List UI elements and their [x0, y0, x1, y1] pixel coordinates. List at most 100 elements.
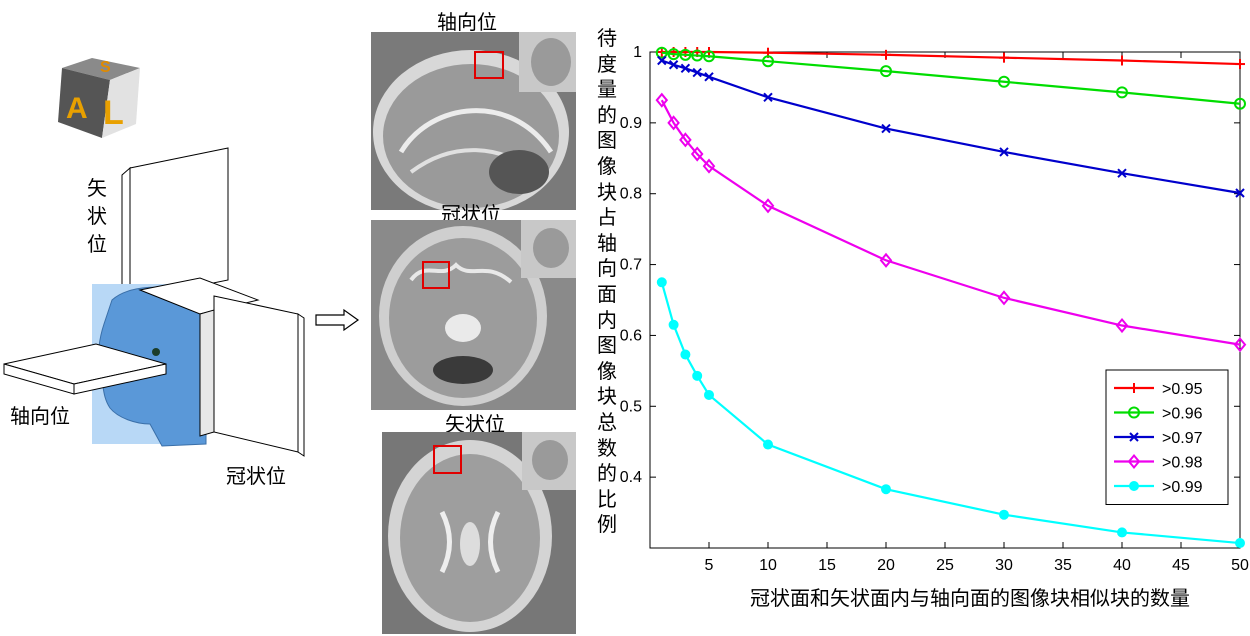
x-tick-label: 40: [1113, 557, 1131, 574]
data-point-s1-1: [667, 48, 680, 61]
sagittal-plane: [121, 147, 229, 307]
y-tick-label: 0.8: [620, 186, 642, 203]
data-point-s0-6: [881, 49, 891, 60]
coronal-plane-label: 冠状位: [226, 464, 286, 488]
legend-marker: [1129, 481, 1139, 491]
mri-sagittal-image: [382, 432, 576, 634]
data-point-s1-8: [1116, 86, 1128, 99]
data-point-s1-4: [703, 50, 715, 63]
data-point-s1-0: [655, 46, 668, 59]
data-point-s2-9: [1235, 188, 1245, 198]
cube-letter-s: S: [100, 59, 111, 76]
chart-legend: >0.95 >0.96 >0.97 >0.98 >0.99: [1105, 369, 1229, 505]
data-point-s3-4: [702, 158, 716, 174]
legend-label: >0.95: [1162, 381, 1203, 398]
data-point-s4-3: [692, 370, 703, 381]
data-point-s3-5: [761, 198, 775, 214]
sagittal-plane-label: 矢状位: [85, 174, 109, 258]
legend-label: >0.96: [1162, 406, 1203, 423]
data-point-s2-0: [657, 55, 667, 66]
data-point-s2-5: [763, 92, 773, 103]
data-point-s4-5: [763, 439, 773, 450]
data-point-s1-2: [679, 48, 692, 61]
data-point-s4-9: [1235, 538, 1245, 549]
axial-plane-label: 轴向位: [10, 404, 70, 428]
x-tick-label: 35: [1054, 557, 1072, 574]
data-point-s3-6: [879, 252, 893, 268]
data-point-s0-7: [999, 52, 1009, 63]
line-chart: 5 10 15 20 25 30 35 40 45 50 0.4 0.5 0.6 0.7 0.8 0.9 1 >…: [620, 44, 1249, 574]
data-point-s4-1: [668, 319, 679, 330]
y-axis-label: 待度量的图像块占轴向面内图像块总数的比例: [594, 26, 620, 538]
roi-box: [433, 445, 462, 474]
x-tick-label: 10: [759, 557, 777, 574]
data-point-s4-0: [656, 277, 667, 288]
cube-letter-l: L: [103, 94, 124, 132]
data-point-s4-6: [881, 484, 891, 495]
coronal-plane: [138, 277, 305, 457]
orientation-cube-icon: [58, 58, 140, 138]
legend-marker: [1129, 432, 1139, 442]
data-point-s4-4: [704, 389, 714, 400]
x-tick-label: 30: [995, 557, 1013, 574]
data-point-s4-8: [1117, 527, 1127, 538]
data-point-s2-1: [668, 60, 679, 70]
data-point-s2-4: [704, 72, 714, 82]
y-tick-label: 0.7: [620, 257, 642, 274]
x-axis-label: 冠状面和矢状面内与轴向面的图像块相似块的数量: [750, 586, 1190, 610]
roi-box: [422, 261, 450, 289]
legend-label: >0.98: [1162, 455, 1203, 472]
data-point-s2-7: [999, 147, 1009, 157]
x-tick-label: 50: [1231, 557, 1249, 574]
mri-axial-title: 轴向位: [437, 10, 497, 34]
sagittal-plane-label-text: 矢状位: [87, 176, 107, 256]
data-point-s0-8: [1117, 55, 1127, 66]
data-point-s1-9: [1234, 97, 1246, 110]
data-point-s3-7: [997, 290, 1011, 306]
data-point-s3-2: [679, 132, 692, 148]
y-tick-label: 0.5: [620, 398, 642, 415]
data-point-s2-6: [881, 123, 891, 134]
axial-plane: [3, 343, 167, 395]
data-point-s3-0: [655, 92, 669, 108]
anatomy-planes-illustration: S A L: [3, 58, 305, 457]
series-line-2: [661, 59, 1241, 195]
legend-marker: [1128, 406, 1140, 419]
y-tick-label: 0.9: [620, 115, 642, 132]
data-point-s3-9: [1233, 337, 1247, 353]
roi-box: [474, 51, 504, 79]
data-point-s1-6: [880, 65, 892, 78]
series-line-4: [660, 281, 1241, 545]
data-point-s1-7: [998, 75, 1010, 88]
data-point-s3-3: [690, 146, 704, 162]
x-tick-label: 5: [705, 557, 714, 574]
data-point-s2-2: [680, 63, 691, 74]
right-arrow-icon: [315, 308, 360, 332]
y-tick-label: 0.6: [620, 327, 642, 344]
data-point-s2-8: [1117, 168, 1127, 178]
mri-axial-image: [371, 32, 576, 210]
data-point-s3-1: [667, 115, 680, 131]
data-point-s3-8: [1115, 317, 1129, 334]
y-tick-label: 1: [633, 44, 642, 61]
x-tick-label: 45: [1172, 557, 1190, 574]
y-axis-label-text: 待度量的图像块占轴向面内图像块总数的比例: [597, 26, 617, 537]
data-point-s1-5: [762, 55, 774, 68]
series-line-0: [661, 50, 1241, 66]
data-point-s2-3: [692, 67, 702, 78]
x-tick-label: 15: [818, 557, 836, 574]
data-point-s4-2: [680, 349, 691, 360]
data-point-s4-7: [999, 509, 1009, 520]
legend-label: >0.97: [1162, 430, 1203, 447]
cube-letter-a: A: [66, 92, 88, 125]
legend-label: >0.99: [1162, 479, 1203, 496]
legend-marker: [1127, 453, 1141, 470]
mri-coronal-image: [371, 220, 576, 410]
legend-marker: [1129, 383, 1139, 393]
data-point-s1-3: [691, 49, 704, 62]
x-tick-label: 25: [936, 557, 954, 574]
y-tick-label: 0.4: [620, 469, 642, 486]
data-point-s0-9: [1235, 59, 1245, 70]
series-line-3: [660, 99, 1241, 346]
x-tick-label: 20: [877, 557, 895, 574]
